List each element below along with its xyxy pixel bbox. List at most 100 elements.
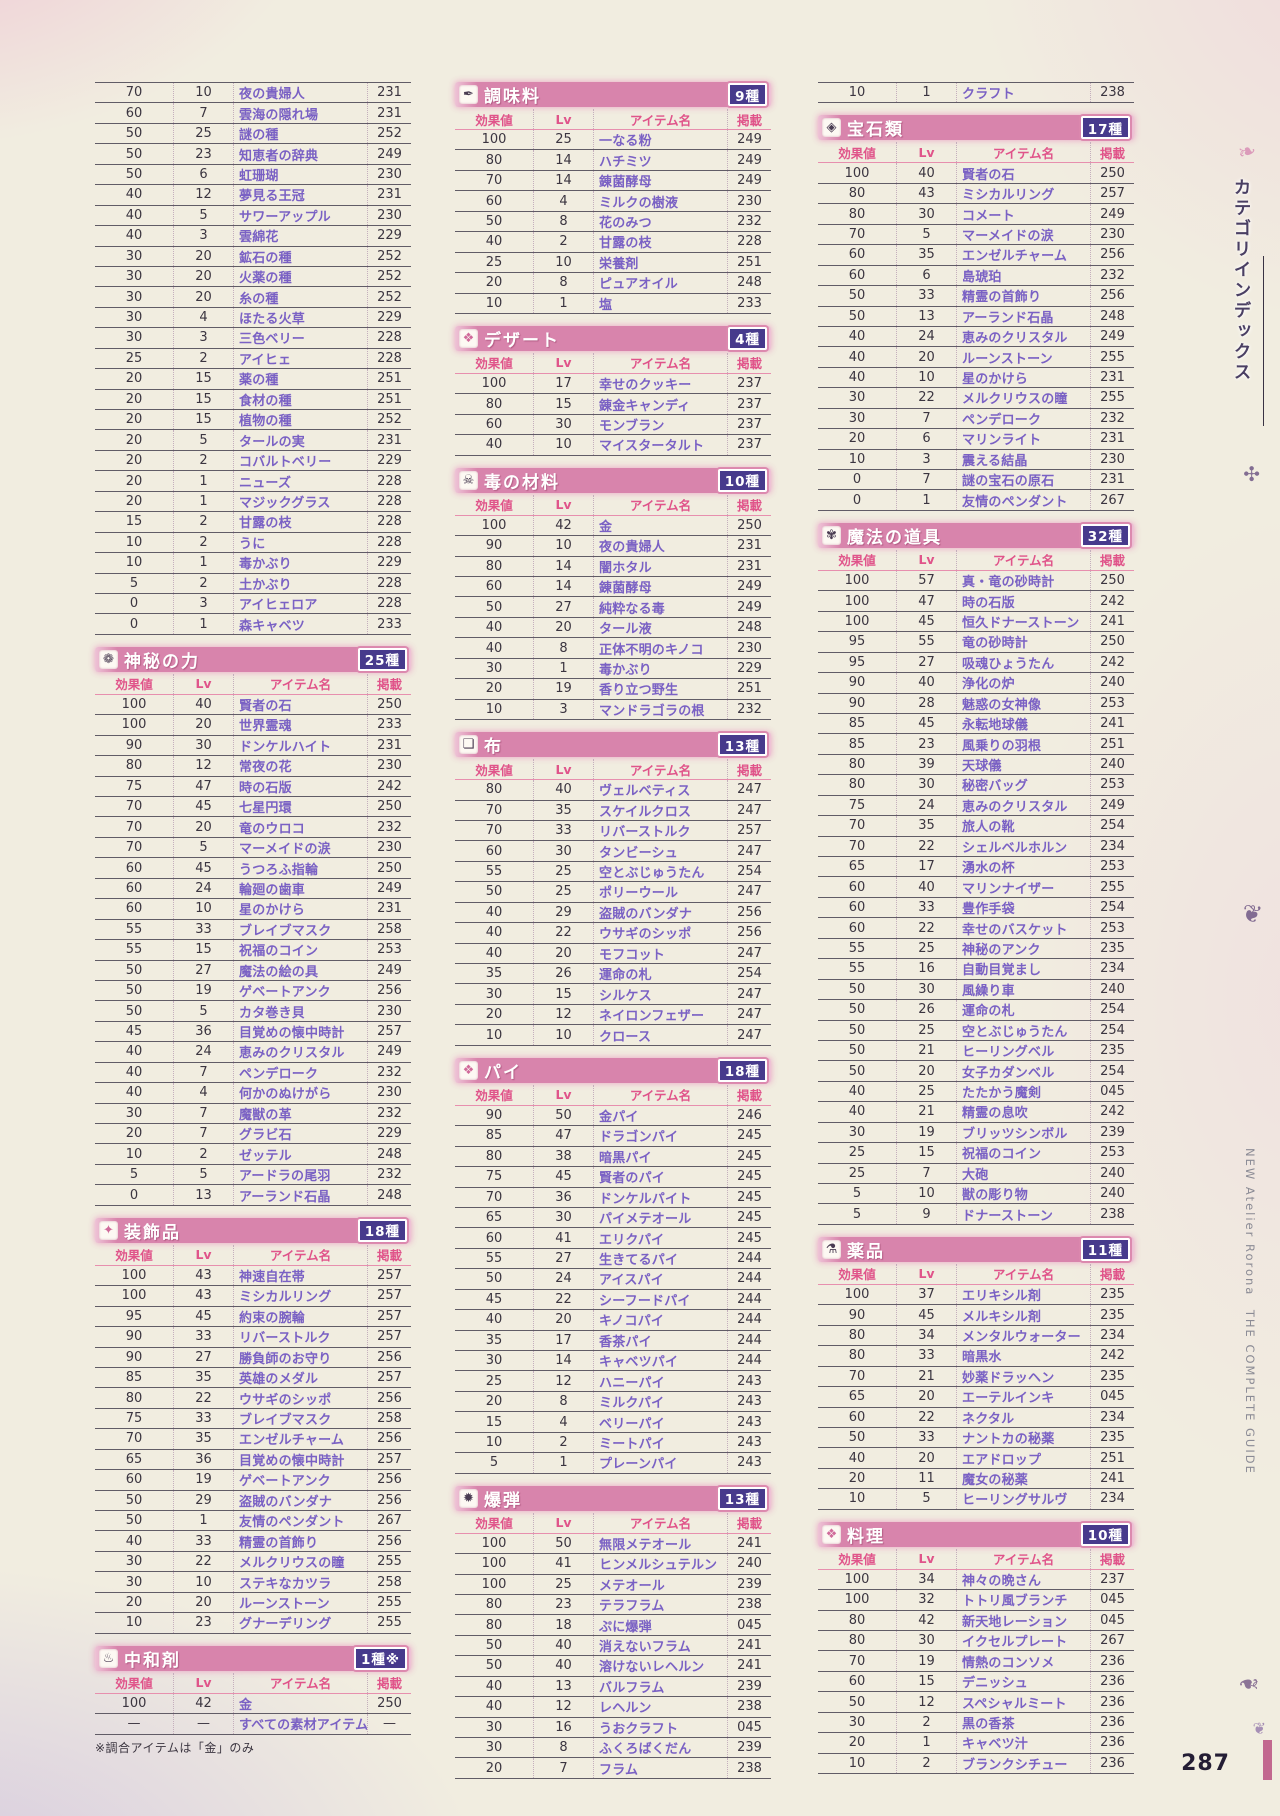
item-name: 神秘のアンク: [956, 938, 1090, 959]
level-value: 27: [533, 1248, 593, 1269]
level-value: 25: [896, 938, 956, 959]
item-name: 竜の砂時計: [956, 632, 1090, 652]
level-value: 25: [896, 1081, 956, 1102]
column-header-row: 効果値 Lv アイテム名 掲載: [95, 1244, 411, 1266]
item-name: フラム: [593, 1758, 727, 1778]
page-ref: 235: [1090, 1040, 1134, 1061]
page-ref: 250: [727, 515, 771, 536]
page-ref: 237: [1090, 1569, 1134, 1590]
item-name: エンゼルチャーム: [956, 245, 1090, 265]
item-name: 旅人の靴: [956, 816, 1090, 836]
table-row: 30 1 毒かぶり 229: [455, 658, 771, 680]
level-value: 20: [173, 287, 233, 307]
item-name: 時の石版: [233, 776, 367, 796]
item-name: ブリッツシンボル: [956, 1122, 1090, 1143]
level-value: 25: [533, 130, 593, 150]
effect-value: 60: [848, 879, 866, 895]
column-header-label: Lv: [896, 142, 956, 163]
item-name: 香り立つ野生: [593, 679, 727, 699]
seasoning-icon: ✒: [459, 85, 478, 104]
item-name: パイメテオール: [593, 1207, 727, 1228]
section-title: 神秘の力: [124, 651, 200, 672]
column-header-label: 掲載: [367, 1672, 411, 1693]
level-value: 22: [533, 923, 593, 943]
item-name: ルーンストーン: [956, 347, 1090, 367]
table-row: 40 10 星のかけら 231: [818, 367, 1134, 389]
table-row: 80 30 イクセルプレート 267: [818, 1631, 1134, 1652]
level-value: 7: [173, 1103, 233, 1123]
page-ref: 253: [1090, 857, 1134, 877]
level-value: 5: [173, 1001, 233, 1021]
table-row: 50 6 虹珊瑚 230: [95, 164, 411, 186]
level-value: 29: [173, 1490, 233, 1510]
page-ref: 237: [727, 414, 771, 435]
table-row: 0 1 友情のペンダント 267: [818, 490, 1134, 511]
item-name: 薬の種: [233, 369, 367, 389]
book-title: NEW Atelier Rorona THE COMPLETE GUIDE: [1243, 1148, 1257, 1475]
level-value: 18: [533, 1615, 593, 1635]
level-value: 13: [533, 1676, 593, 1697]
column-header-label: 効果値: [838, 1552, 876, 1568]
table-row: 80 43 ミシカルリング 257: [818, 183, 1134, 205]
item-name: うおクラフト: [593, 1717, 727, 1737]
effect-value: 50: [848, 1063, 866, 1079]
item-name: 永転地球儀: [956, 713, 1090, 734]
page-ref: 231: [367, 103, 411, 123]
page-ref: 231: [367, 83, 411, 103]
column-header-label: Lv: [173, 1244, 233, 1265]
level-value: 42: [533, 515, 593, 536]
level-value: 30: [896, 979, 956, 1000]
cooking-icon: ❖: [822, 1524, 841, 1544]
item-name: 純粋なる毒: [593, 597, 727, 617]
item-name: 妙薬ドラッヘン: [956, 1366, 1090, 1387]
column-header-label: Lv: [173, 673, 233, 694]
item-name: ふくろばくだん: [593, 1738, 727, 1758]
level-value: 4: [173, 1083, 233, 1103]
level-value: 8: [533, 1738, 593, 1758]
column-header-label: Lv: [533, 494, 593, 515]
page-ref: 252: [367, 123, 411, 144]
page-ref: 233: [367, 614, 411, 634]
item-table: 100 42 金 250 90 10 夜の貴婦人 231 80 14 闇ホタル 231 60 14 錬菌酵母…: [455, 515, 771, 721]
effect-value: 80: [848, 757, 866, 773]
table-row: 50 29 盗賊のバンダナ 256: [95, 1490, 411, 1511]
effect-value: 0: [852, 472, 862, 488]
level-value: 36: [173, 1021, 233, 1042]
item-name: 風繰り車: [956, 979, 1090, 1000]
level-value: 20: [896, 1387, 956, 1407]
column-header-label: Lv: [533, 352, 593, 373]
item-table: 90 50 金パイ 246 85 47 ドラゴンパイ 245 80 38 暗黒パイ 245 75 45 賢者…: [455, 1105, 771, 1474]
page-ref: 267: [367, 1511, 411, 1531]
level-value: 22: [896, 836, 956, 856]
table-row: 25 7 大砲 240: [818, 1163, 1134, 1184]
page-ref: 252: [367, 266, 411, 287]
effect-value: 30: [485, 986, 503, 1002]
page-ref: 253: [1090, 693, 1134, 713]
item-name: ヒンメルシュテルン: [593, 1554, 727, 1574]
item-name: 恵みのクリスタル: [956, 326, 1090, 347]
effect-value: 30: [848, 410, 866, 426]
effect-value: 20: [848, 1735, 866, 1751]
level-value: 3: [533, 699, 593, 720]
page-ref: 258: [367, 1408, 411, 1429]
level-value: 4: [533, 1412, 593, 1432]
table-row: 30 22 メルクリウスの瞳 255: [818, 388, 1134, 409]
column-header-label: アイテム名: [233, 673, 367, 694]
effect-value: 60: [848, 900, 866, 916]
effect-value: 50: [125, 1513, 143, 1529]
level-value: 15: [173, 389, 233, 409]
item-name: 運命の札: [593, 964, 727, 984]
item-name: 溶けないレヘルン: [593, 1656, 727, 1676]
item-name: アーランド石晶: [233, 1185, 367, 1205]
column-header-label: 効果値: [475, 356, 513, 372]
effect-value: 60: [485, 417, 503, 433]
item-name: リバーストルク: [233, 1327, 367, 1347]
section-title: 布: [484, 737, 503, 758]
level-value: 15: [173, 410, 233, 430]
page-ref: 257: [727, 820, 771, 841]
page-ref: 249: [1090, 326, 1134, 347]
level-value: 19: [173, 980, 233, 1001]
effect-value: 50: [848, 288, 866, 304]
item-name: 恵みのクリスタル: [233, 1042, 367, 1062]
table-row: 65 36 目覚めの懐中時計 257: [95, 1449, 411, 1471]
